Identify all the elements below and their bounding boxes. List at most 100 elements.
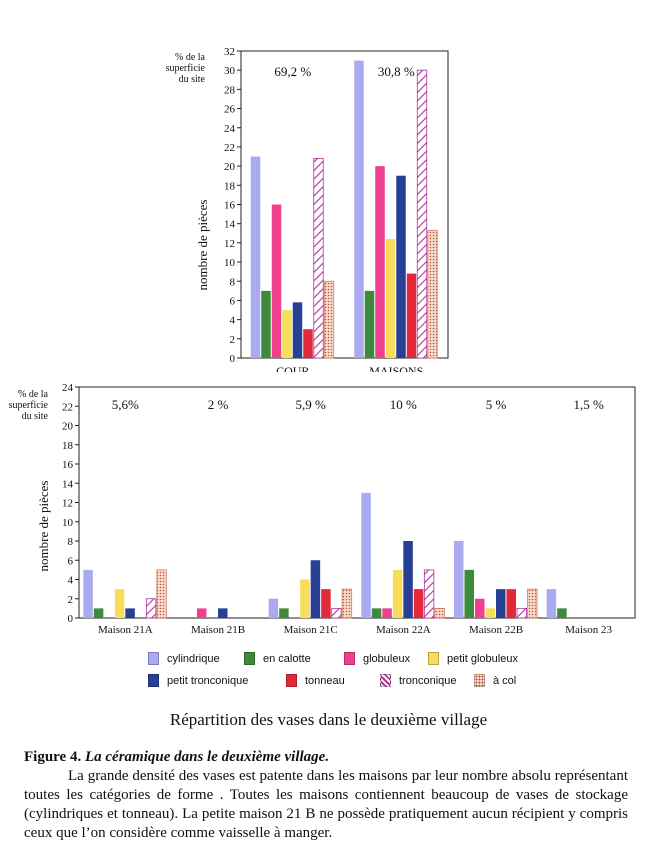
top-bar-petit-tronconique — [292, 302, 303, 358]
bottom-y-tick-label: 12 — [62, 498, 73, 510]
top-y-tick-label: 22 — [224, 142, 235, 154]
legend-item-petit-tronconique: petit tronconique — [148, 674, 248, 687]
bottom-bar-petit-tronconique — [496, 589, 506, 618]
legend-item-globuleux: globuleux — [344, 652, 410, 665]
bottom-bar-petit-tronconique — [125, 608, 135, 618]
legend-label: petit tronconique — [167, 674, 249, 687]
bottom-bar-petit-globuleux — [300, 579, 310, 618]
top-bar-tronconique — [416, 69, 428, 359]
bottom-bar-petit-globuleux — [114, 589, 125, 618]
top-bar-petit-globuleux — [385, 239, 396, 358]
legend-label: tronconique — [399, 674, 457, 687]
bottom-bar-petit-globuleux — [485, 608, 495, 618]
top-x-tick-label: MAISONS — [369, 364, 423, 372]
bottom-y-axis-label: nombre de pièces — [36, 481, 51, 572]
legend-item-tronconique: tronconique — [380, 674, 457, 687]
top-bar-petit-globuleux — [282, 310, 292, 358]
top-y-tick-label: 26 — [224, 104, 236, 116]
top-x-tick-label: COUR — [276, 364, 309, 372]
top-bar-a-col — [427, 230, 438, 359]
legend-label: tonneau — [305, 674, 345, 687]
bottom-y-tick-label: 20 — [62, 421, 74, 433]
bottom-y-tick-label: 18 — [62, 440, 74, 452]
top-chart: % de la superficie du site nombre de piè… — [166, 46, 449, 372]
bottom-bar-en-calotte — [279, 608, 289, 618]
bottom-bar-a-col — [341, 588, 353, 619]
bottom-x-tick-label: Maison 23 — [565, 624, 612, 636]
bottom-bar-a-col — [434, 607, 445, 619]
bottom-bar-globuleux — [475, 598, 485, 618]
bottom-bar-a-col — [527, 588, 538, 619]
top-y-tick-label: 20 — [224, 161, 236, 173]
bottom-y-tick-label: 14 — [62, 478, 74, 490]
bottom-y-tick-label: 10 — [62, 517, 74, 529]
legend-swatch-globuleux — [344, 652, 355, 665]
bottom-percent-label-line2: superficie — [9, 400, 49, 411]
figure-title: La céramique dans le deuxième village. — [84, 749, 330, 765]
bottom-x-tick-label: Maison 21A — [98, 624, 153, 636]
bottom-bar-tonneau — [321, 589, 331, 618]
legend-swatch-petit-globuleux — [428, 652, 439, 665]
bottom-bar-globuleux — [382, 608, 392, 618]
bottom-bar-en-calotte — [93, 608, 104, 618]
legend-item-a-col: à col — [474, 674, 516, 687]
bottom-y-tick-label: 0 — [68, 613, 74, 625]
top-y-tick-label: 14 — [224, 219, 236, 231]
top-bar-en-calotte — [364, 290, 375, 358]
top-percent-label: 69,2 % — [274, 64, 311, 79]
figure-caption: Figure 4. La céramique dans le deuxième … — [24, 748, 628, 843]
bottom-y-tick-label: 22 — [62, 401, 73, 413]
bottom-percent-label: 5 % — [486, 397, 507, 412]
bottom-y-tick-label: 4 — [68, 575, 74, 587]
bottom-bar-cylindrique — [268, 598, 279, 618]
top-bar-cylindrique — [250, 156, 261, 358]
bottom-bar-en-calotte — [557, 608, 567, 618]
bottom-bar-cylindrique — [361, 492, 371, 618]
top-y-tick-label: 24 — [224, 123, 236, 135]
bottom-chart: % de la superficie du site nombre de piè… — [9, 382, 636, 636]
top-bar-en-calotte — [261, 290, 271, 358]
bottom-bar-petit-tronconique — [403, 541, 413, 618]
bottom-y-tick-label: 6 — [68, 555, 74, 567]
legend-label: petit globuleux — [447, 652, 518, 665]
top-y-tick-label: 10 — [224, 257, 236, 269]
top-y-tick-label: 32 — [224, 46, 235, 58]
legend-swatch-a-col — [474, 674, 485, 687]
top-percent-label-line2: superficie — [166, 63, 206, 74]
legend-item-cylindrique: cylindrique — [148, 652, 220, 665]
legend-swatch-tronconique — [380, 674, 391, 687]
top-bar-globuleux — [271, 204, 282, 358]
bottom-percent-label: 5,6% — [112, 397, 139, 412]
bottom-bar-tronconique — [145, 598, 157, 619]
bottom-bar-globuleux — [197, 608, 207, 618]
top-bar-tonneau — [303, 329, 313, 358]
top-bar-globuleux — [375, 166, 385, 358]
legend-swatch-en-calotte — [244, 652, 255, 665]
legend-item-petit-globuleux: petit globuleux — [428, 652, 518, 665]
legend-label: en calotte — [263, 652, 311, 665]
bottom-bar-tronconique — [331, 607, 342, 619]
legend-label: globuleux — [363, 652, 411, 665]
bottom-bar-tronconique — [516, 607, 527, 619]
legend-label: à col — [493, 674, 517, 687]
bottom-bar-tonneau — [506, 589, 516, 618]
legend-item-en-calotte: en calotte — [244, 652, 311, 665]
bottom-bar-a-col — [156, 569, 167, 619]
top-bar-tonneau — [406, 273, 417, 358]
bottom-bar-tronconique — [423, 569, 435, 619]
bottom-bar-cylindrique — [83, 569, 93, 618]
bottom-y-tick-label: 16 — [62, 459, 74, 471]
legend-item-tonneau: tonneau — [286, 674, 345, 687]
top-y-tick-label: 28 — [224, 84, 236, 96]
legend-swatch-cylindrique — [148, 652, 159, 665]
top-y-axis-label: nombre de pièces — [195, 200, 210, 291]
top-bar-tronconique — [313, 158, 324, 359]
bottom-bar-petit-tronconique — [218, 608, 228, 618]
bottom-x-tick-label: Maison 21C — [284, 624, 338, 636]
bottom-percent-label: 5,9 % — [295, 397, 326, 412]
bottom-bar-petit-globuleux — [392, 569, 403, 618]
legend-label: cylindrique — [167, 652, 220, 665]
bottom-bar-cylindrique — [454, 541, 464, 618]
top-y-tick-label: 18 — [224, 180, 236, 192]
bottom-x-tick-label: Maison 22A — [376, 624, 431, 636]
